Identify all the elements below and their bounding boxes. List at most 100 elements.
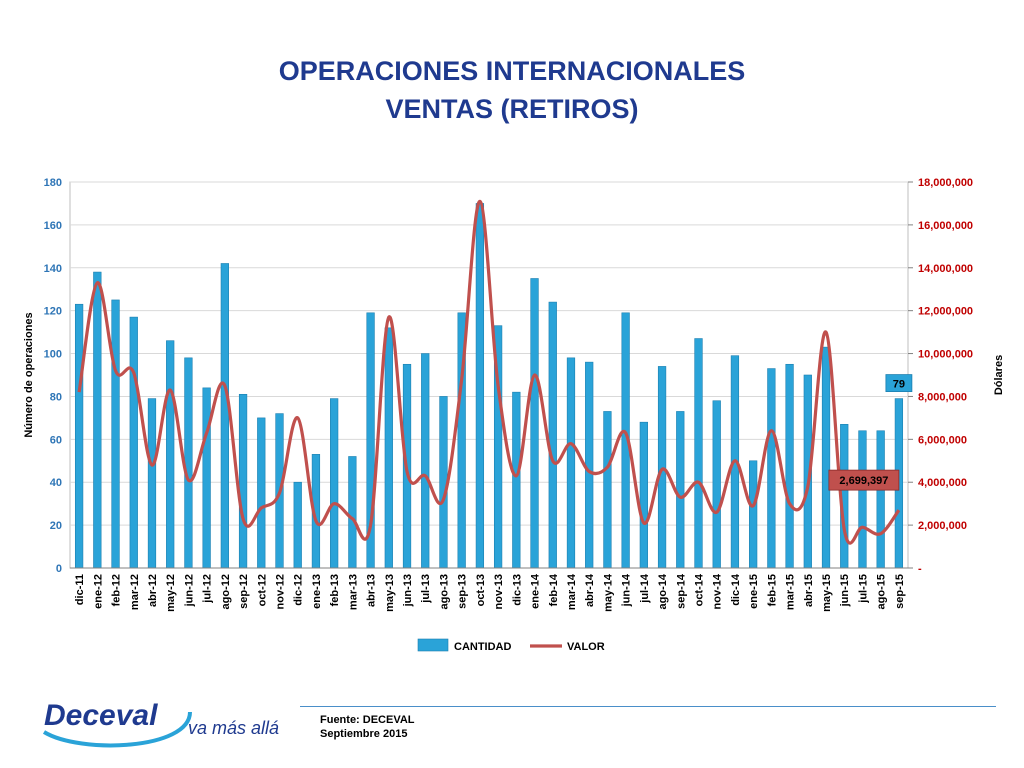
y-tick-label: 120: [44, 306, 62, 318]
deceval-logo: Deceval va más allá: [42, 699, 279, 748]
y2-tick-label: 4,000,000: [918, 477, 967, 489]
x-tick-label: ago-14: [657, 573, 669, 609]
x-tick-label: nov-14: [712, 573, 724, 609]
x-tick-label: abr-13: [366, 574, 378, 607]
y-tick-label: 160: [44, 220, 62, 232]
bar-mar-15: [785, 363, 794, 569]
legend-label-valor: VALOR: [567, 641, 605, 653]
x-tick-label: feb-14: [548, 573, 560, 606]
bar-feb-14: [548, 301, 557, 569]
y-tick-label: 140: [44, 263, 62, 275]
x-tick-label: jul-15: [857, 574, 869, 604]
bar-jul-13: [421, 353, 430, 569]
cantidad-label-box: [885, 374, 913, 392]
bar-oct-14: [694, 338, 703, 569]
x-tick-label: jun-12: [183, 574, 195, 607]
bar-abr-14: [585, 361, 594, 569]
bar-jul-14: [639, 421, 648, 569]
x-tick-label: ago-13: [438, 574, 450, 609]
bar-jun-12: [184, 357, 193, 569]
bar-sep-14: [676, 411, 685, 569]
x-tick-label: mar-12: [129, 574, 141, 610]
bar-may-14: [603, 411, 612, 569]
legend-label-cantidad: CANTIDAD: [454, 641, 511, 653]
x-tick-label: ago-15: [876, 574, 888, 609]
x-tick-label: abr-15: [803, 574, 815, 607]
bar-oct-13: [475, 203, 485, 569]
plot-area: [69, 181, 909, 569]
x-tick-label: feb-15: [766, 574, 778, 606]
source-label: Fuente: DECEVAL: [320, 714, 415, 726]
x-tick-label: abr-12: [147, 574, 159, 607]
x-tick-label: ene-13: [311, 574, 323, 609]
y2-tick-label: 10,000,000: [918, 349, 973, 361]
logo-tagline: va más allá: [188, 718, 279, 738]
y-tick-label: 60: [50, 434, 62, 446]
x-tick-label: sep-15: [894, 574, 906, 609]
x-tick-label: feb-12: [111, 574, 123, 606]
chart-title-line2: VENTAS (RETIROS): [385, 94, 639, 124]
bar-dic-13: [512, 391, 521, 569]
x-tick-label: dic-12: [293, 574, 305, 606]
y-tick-label: 80: [50, 391, 62, 403]
bar-abr-12: [147, 398, 157, 569]
x-tick-label: ago-12: [220, 574, 232, 609]
x-tick-label: may-13: [384, 574, 396, 612]
x-tick-label: jul-14: [639, 573, 651, 604]
y2-tick-label: 16,000,000: [918, 220, 973, 232]
bar-feb-13: [330, 398, 339, 569]
x-tick-label: sep-14: [675, 573, 687, 609]
x-tick-label: dic-14: [730, 573, 742, 606]
chart-title-line1: OPERACIONES INTERNACIONALES: [278, 56, 746, 86]
bar-mar-12: [129, 316, 138, 569]
x-tick-label: may-12: [165, 574, 177, 612]
bar-feb-12: [111, 299, 120, 569]
y2-tick-label: 6,000,000: [918, 434, 967, 446]
x-tick-label: sep-12: [238, 574, 250, 609]
legend-swatch-cantidad: [417, 638, 449, 652]
bar-jul-12: [202, 387, 211, 569]
y-tick-label: 180: [44, 177, 62, 189]
bar-ago-15: [876, 430, 885, 569]
bar-dic-12: [293, 481, 302, 569]
valor-data-label: 2,699,397: [839, 475, 888, 487]
x-tick-label: jun-13: [402, 574, 414, 607]
y2-tick-label: 2,000,000: [918, 520, 967, 532]
bar-sep-12: [238, 393, 248, 569]
y-tick-label: 0: [56, 563, 62, 575]
bar-mar-13: [348, 456, 357, 569]
x-tick-label: ene-14: [530, 573, 542, 609]
x-tick-label: feb-13: [329, 574, 341, 606]
x-tick-label: jun-14: [621, 573, 633, 607]
x-tick-label: sep-13: [457, 574, 469, 609]
x-tick-label: abr-14: [584, 573, 596, 607]
x-tick-label: dic-13: [511, 574, 523, 606]
x-tick-label: nov-13: [493, 574, 505, 609]
x-tick-label: oct-14: [694, 573, 706, 606]
bar-ene-12: [93, 271, 102, 569]
x-tick-label: jun-15: [839, 574, 851, 607]
x-tick-label: nov-12: [275, 574, 287, 609]
y2-tick-label: 18,000,000: [918, 177, 973, 189]
valor-label-box: [828, 469, 900, 491]
x-tick-label: oct-12: [256, 574, 268, 606]
source-note: Fuente: DECEVAL Septiembre 2015: [320, 713, 415, 741]
y-tick-label: 40: [50, 477, 62, 489]
bar-may-13: [384, 327, 393, 569]
bar-nov-14: [712, 400, 721, 569]
x-tick-label: mar-14: [566, 573, 578, 610]
x-tick-label: mar-15: [785, 574, 797, 610]
bar-oct-12: [257, 417, 266, 569]
x-tick-label: ene-15: [748, 574, 760, 609]
bar-ago-12: [220, 263, 229, 569]
y2-tick-label: 14,000,000: [918, 263, 973, 275]
y2-tick-label: 12,000,000: [918, 306, 973, 318]
x-tick-label: mar-13: [347, 574, 359, 610]
combo-chart: 0 20 40 60 80 100 120 140 160 180 - 2,000,000 4,000,…: [23, 177, 1005, 653]
bar-dic-11: [74, 303, 84, 569]
x-tick-label: may-14: [602, 573, 614, 612]
x-tick-label: dic-11: [74, 574, 86, 605]
x-tick-label: oct-13: [475, 574, 487, 606]
bar-ago-14: [657, 366, 667, 569]
bar-jul-15: [858, 430, 867, 569]
